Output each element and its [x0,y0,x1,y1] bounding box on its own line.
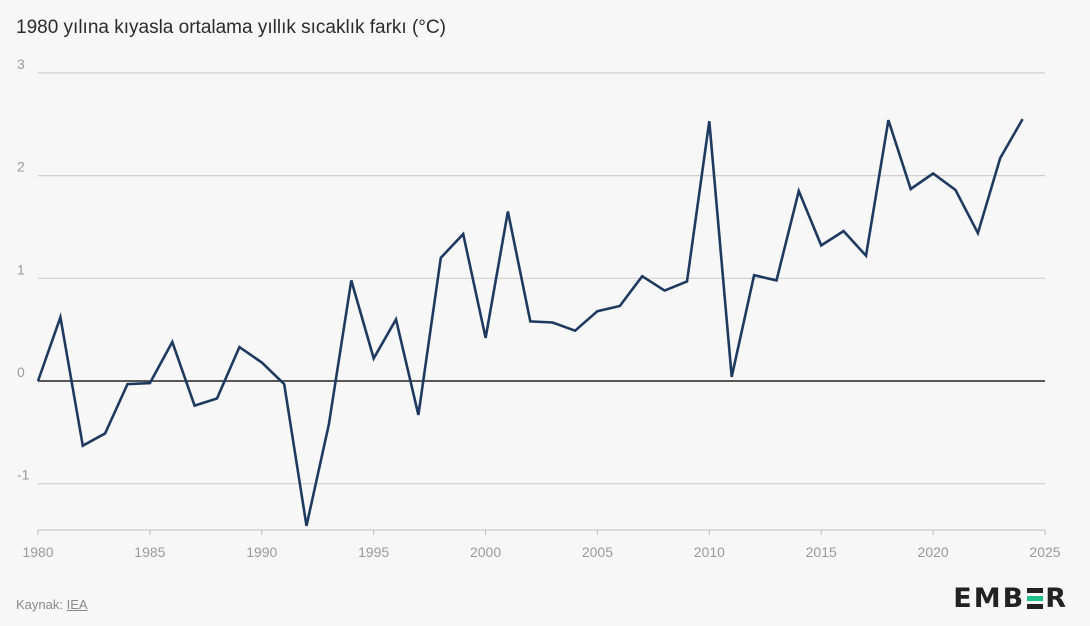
gridlines [38,72,1045,531]
y-tick-label: 3 [17,56,25,72]
x-tick-label: 1995 [358,544,389,560]
series-line [36,118,1024,527]
x-tick-label: 2025 [1029,544,1060,560]
ember-logo: EMB R [953,583,1068,614]
y-tick-label: 0 [17,364,25,380]
logo-text-left: EMB [953,583,1026,614]
chart-subtitle: 1980 yılına kıyasla ortalama yıllık sıca… [16,17,446,38]
x-tick-label: 2010 [694,544,725,560]
logo-e-mark-icon [1027,588,1044,609]
x-tick-label: 2000 [470,544,501,560]
x-tick-label: 1985 [134,544,165,560]
y-axis-ticks: -1 0 1 2 3 [17,56,30,483]
source-label: Kaynak: [16,597,63,612]
logo-text-right: R [1045,583,1068,614]
source-footer: Kaynak: IEA [16,597,88,612]
y-tick-label: 2 [17,159,25,175]
y-tick-label: -1 [17,467,30,483]
x-tick-label: 2005 [582,544,613,560]
series-group [36,118,1024,527]
source-link[interactable]: IEA [66,597,88,612]
x-tick-label: 2020 [918,544,949,560]
x-tick-label: 1990 [246,544,277,560]
x-tick-label: 1980 [22,544,53,560]
x-tick-label: 2015 [806,544,837,560]
y-tick-label: 1 [17,261,25,277]
x-axis-ticks: 1980 1985 1990 1995 2000 2005 2010 2015 2020 2025 [22,530,1061,560]
